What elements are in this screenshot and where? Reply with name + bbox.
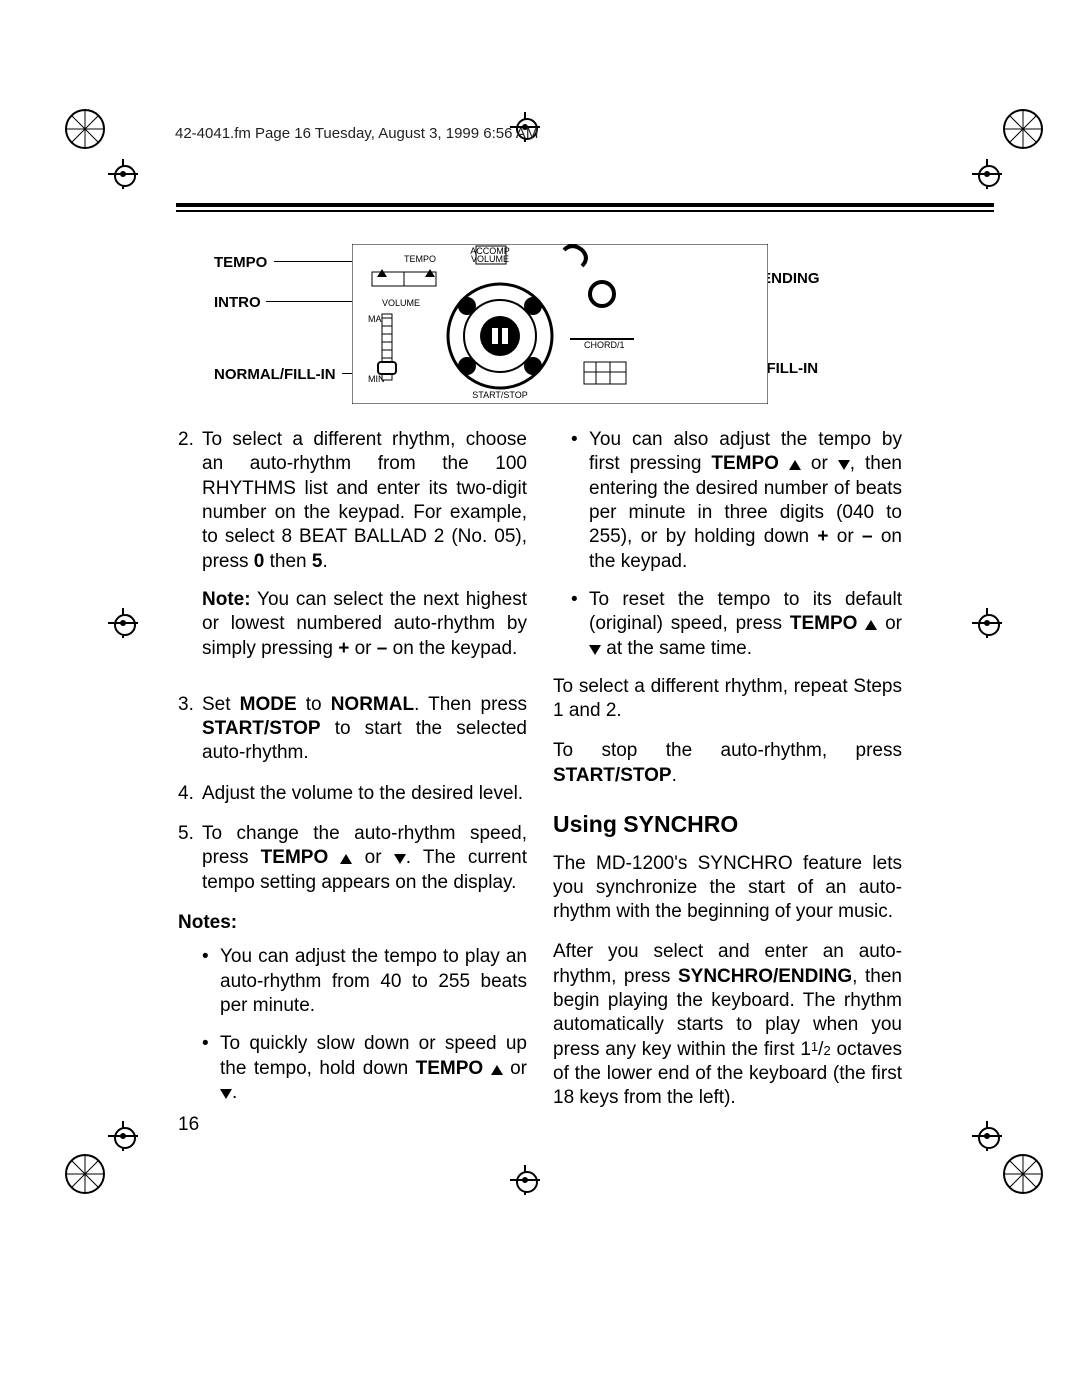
note-bullet: • To quickly slow down or speed up the t…	[202, 1032, 527, 1105]
note-bullet: • You can adjust the tempo to play an au…	[202, 945, 527, 1018]
bullet-icon: •	[202, 1032, 220, 1105]
step-number: 5.	[178, 822, 202, 895]
panel-tempo-text: TEMPO	[404, 254, 436, 264]
step-number: 3.	[178, 693, 202, 766]
bullet-icon: •	[571, 428, 589, 574]
crosshair-icon	[972, 159, 1002, 189]
left-column: 2. To select a different rhythm, choose …	[178, 428, 527, 1127]
note-label: Note:	[202, 589, 251, 610]
triangle-down-icon	[589, 645, 601, 655]
label-intro: INTRO	[214, 294, 261, 311]
triangle-down-icon	[838, 460, 850, 470]
note-bullet: • You can also adjust the tempo by first…	[571, 428, 902, 574]
crosshair-icon	[972, 608, 1002, 638]
paragraph: To stop the auto-rhythm, press START/STO…	[553, 739, 902, 788]
label-tempo: TEMPO	[214, 254, 267, 271]
step-5: 5. To change the auto-rhythm speed, pres…	[178, 822, 527, 895]
paragraph: To select a different rhythm, repeat Ste…	[553, 675, 902, 724]
crosshair-icon	[972, 1121, 1002, 1151]
bullet-icon: •	[202, 945, 220, 1018]
right-column: • You can also adjust the tempo by first…	[553, 428, 902, 1127]
step-number: 4.	[178, 782, 202, 806]
crosshair-icon	[108, 159, 138, 189]
panel-volume-text: VOLUME	[382, 298, 420, 308]
section-heading-synchro: Using SYNCHRO	[553, 810, 902, 839]
crosshair-icon	[108, 608, 138, 638]
panel-chord1-text: CHORD/1	[584, 340, 625, 350]
triangle-up-icon	[491, 1065, 503, 1075]
crosshair-icon	[510, 1165, 540, 1195]
control-panel-diagram: TEMPO INTRO NORMAL/FILL-IN SYNCHRO/ENDIN…	[196, 238, 884, 410]
step-3: 3. Set MODE to NORMAL. Then press START/…	[178, 693, 527, 766]
crop-mark-bottom-left	[62, 1151, 108, 1197]
section-divider	[176, 203, 994, 212]
triangle-up-icon	[789, 460, 801, 470]
triangle-down-icon	[394, 854, 406, 864]
body-columns: 2. To select a different rhythm, choose …	[178, 428, 902, 1127]
paragraph: After you select and enter an auto-rhyth…	[553, 940, 902, 1110]
step-2-body: To select a different rhythm, choose an …	[202, 429, 527, 572]
svg-text:VOLUME: VOLUME	[471, 254, 509, 264]
doc-meta-header: 42-4041.fm Page 16 Tuesday, August 3, 19…	[175, 125, 538, 142]
page-number: 16	[178, 1114, 199, 1136]
manual-page: 42-4041.fm Page 16 Tuesday, August 3, 19…	[0, 0, 1080, 1397]
panel-startstop-text: START/STOP	[472, 390, 528, 400]
panel-illustration: TEMPO VOLUME MAX MIN ACCOMP VOLUME	[352, 244, 768, 404]
step-4: 4. Adjust the volume to the desired leve…	[178, 782, 527, 806]
crop-mark-bottom-right	[1000, 1151, 1046, 1197]
crop-mark-top-left	[62, 106, 108, 152]
note-bullet: • To reset the tempo to its default (ori…	[571, 588, 902, 661]
triangle-up-icon	[340, 854, 352, 864]
notes-heading: Notes:	[178, 911, 527, 935]
crop-mark-top-right	[1000, 106, 1046, 152]
paragraph: The MD-1200's SYNCHRO feature lets you s…	[553, 852, 902, 925]
step-number: 2.	[178, 428, 202, 677]
bullet-icon: •	[571, 588, 589, 661]
crosshair-icon	[108, 1121, 138, 1151]
triangle-down-icon	[220, 1089, 232, 1099]
triangle-up-icon	[865, 620, 877, 630]
step-2: 2. To select a different rhythm, choose …	[178, 428, 527, 677]
label-normal-fillin: NORMAL/FILL-IN	[214, 366, 336, 383]
